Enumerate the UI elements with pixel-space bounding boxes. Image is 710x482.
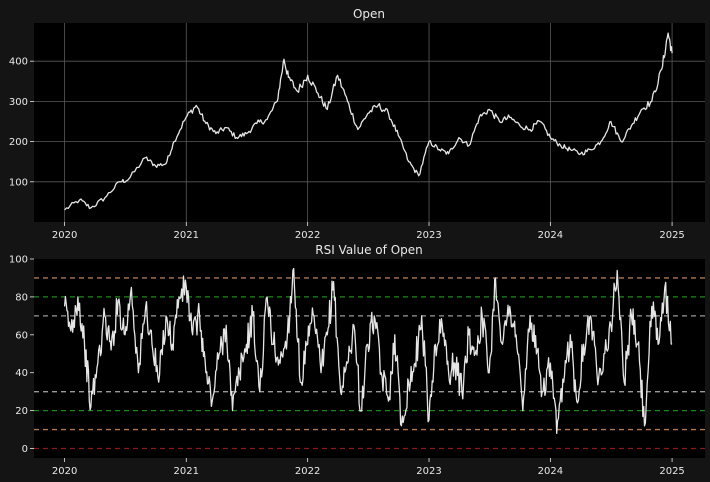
open-x-ticks: 2020 2021 2022 2023 2024 2025 — [52, 222, 685, 241]
x-tick-label: 2023 — [416, 230, 441, 241]
y-tick-label: 60 — [15, 330, 28, 341]
y-tick-label: 20 — [15, 406, 28, 417]
open-grid — [34, 23, 705, 222]
y-tick-label: 400 — [9, 57, 28, 68]
x-tick-label: 2022 — [295, 230, 320, 241]
x-tick-label: 2020 — [52, 466, 77, 477]
rsi-x-ticks: 2020 2021 2022 2023 2024 2025 — [52, 458, 685, 477]
x-tick-label: 2020 — [52, 230, 77, 241]
rsi-plot-area — [34, 259, 705, 458]
y-tick-label: 0 — [22, 444, 28, 455]
open-chart-title: Open — [353, 7, 385, 21]
x-tick-label: 2024 — [538, 466, 563, 477]
open-y-ticks: 100 200 300 400 — [9, 57, 34, 188]
x-tick-label: 2022 — [295, 466, 320, 477]
x-tick-label: 2021 — [174, 230, 199, 241]
rsi-y-ticks: 0 20 40 60 80 100 — [9, 255, 34, 455]
y-tick-label: 100 — [9, 177, 28, 188]
y-tick-label: 300 — [9, 97, 28, 108]
y-tick-label: 100 — [9, 255, 28, 266]
y-tick-label: 200 — [9, 137, 28, 148]
open-price-line — [64, 32, 673, 211]
x-tick-label: 2021 — [174, 466, 199, 477]
y-tick-label: 80 — [15, 292, 28, 303]
x-tick-label: 2023 — [416, 466, 441, 477]
rsi-reference-lines — [34, 277, 705, 450]
x-tick-label: 2024 — [538, 230, 563, 241]
x-tick-label: 2025 — [659, 466, 684, 477]
y-tick-label: 40 — [15, 368, 28, 379]
rsi-chart-title: RSI Value of Open — [315, 243, 423, 257]
open-plot-area — [34, 23, 705, 222]
rsi-line — [63, 267, 673, 435]
x-tick-label: 2025 — [659, 230, 684, 241]
